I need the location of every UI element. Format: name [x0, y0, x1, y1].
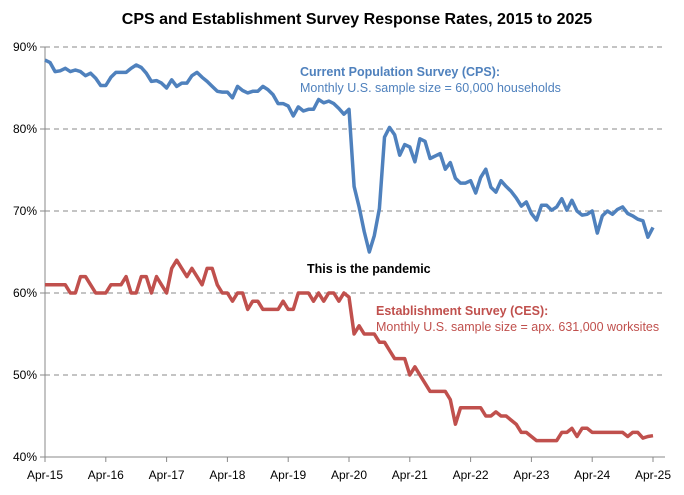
- x-tick-label: Apr-17: [149, 468, 185, 482]
- x-tick-label: Apr-15: [27, 468, 63, 482]
- x-tick-label: Apr-20: [331, 468, 367, 482]
- ces-annotation-title: Establishment Survey (CES):: [376, 304, 548, 318]
- x-tick-label: Apr-16: [88, 468, 124, 482]
- y-tick-label: 40%: [13, 450, 37, 464]
- y-tick-label: 80%: [13, 122, 37, 136]
- ces-annotation-sub: Monthly U.S. sample size = apx. 631,000 …: [376, 320, 659, 334]
- cps-annotation-sub: Monthly U.S. sample size = 60,000 househ…: [300, 81, 561, 95]
- cps-annotation-title: Current Population Survey (CPS):: [300, 65, 500, 79]
- x-tick-label: Apr-25: [635, 468, 671, 482]
- chart-title: CPS and Establishment Survey Response Ra…: [122, 11, 593, 28]
- x-tick-label: Apr-18: [209, 468, 245, 482]
- x-tick-label: Apr-23: [513, 468, 549, 482]
- y-tick-label: 50%: [13, 368, 37, 382]
- x-tick-label: Apr-19: [270, 468, 306, 482]
- ces-series-line: [45, 258, 654, 443]
- y-tick-label: 90%: [13, 40, 37, 54]
- y-tick-label: 70%: [13, 204, 37, 218]
- x-tick-label: Apr-21: [392, 468, 428, 482]
- x-tick-label: Apr-24: [574, 468, 610, 482]
- y-tick-label: 60%: [13, 286, 37, 300]
- pandemic-annotation: This is the pandemic: [307, 262, 431, 276]
- x-tick-label: Apr-22: [453, 468, 489, 482]
